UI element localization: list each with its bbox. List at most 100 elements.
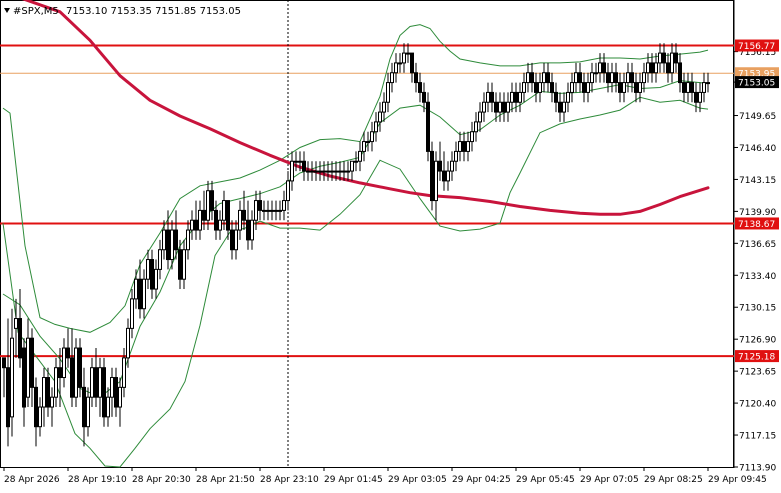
candle xyxy=(102,357,106,427)
candle-body xyxy=(658,52,662,64)
candle xyxy=(286,171,290,211)
candles xyxy=(2,43,710,447)
candle xyxy=(562,92,566,122)
candle xyxy=(550,72,554,103)
candle-body xyxy=(138,278,142,310)
candle xyxy=(670,43,674,83)
candle xyxy=(14,298,18,358)
candle xyxy=(46,367,50,417)
candle xyxy=(682,72,686,103)
candle-body xyxy=(410,52,414,74)
candle-body xyxy=(670,52,674,74)
candle xyxy=(54,357,58,408)
candle xyxy=(522,72,526,103)
candle xyxy=(590,62,594,93)
y-tick-label: 7149.65 xyxy=(739,112,776,122)
candle xyxy=(246,200,250,250)
x-tick-label: 29 Apr 09:45 xyxy=(708,475,767,485)
x-tick-label: 28 Apr 19:10 xyxy=(68,475,127,485)
candle-body xyxy=(570,82,574,93)
y-tick-label: 7117.15 xyxy=(739,432,776,442)
bollinger-upper-line xyxy=(2,24,709,333)
candle-body xyxy=(50,396,54,408)
symbol-label: #SPX,M5 xyxy=(13,6,59,17)
candle-body xyxy=(190,219,194,231)
y-tick-label: 7143.15 xyxy=(739,176,776,186)
candle xyxy=(406,43,410,63)
candle-body xyxy=(362,141,366,152)
candle-body xyxy=(662,52,666,64)
candle-body xyxy=(2,357,6,369)
moving-average-line xyxy=(21,0,710,216)
candle-body xyxy=(422,91,426,103)
candle xyxy=(594,62,598,83)
candle xyxy=(338,161,342,181)
y-tick-label: 7113.90 xyxy=(739,464,776,474)
candle-body xyxy=(514,91,518,103)
candle-body xyxy=(654,62,658,74)
y-tick-label: 7126.90 xyxy=(739,336,776,346)
candle xyxy=(2,357,6,398)
current-price-tag-background xyxy=(735,76,779,89)
candle-body xyxy=(170,229,174,261)
candle xyxy=(110,367,114,417)
candle xyxy=(666,53,670,83)
candle xyxy=(554,82,558,113)
candle xyxy=(606,62,610,93)
level-tag: 7156.77 xyxy=(735,39,779,52)
candle xyxy=(622,72,626,103)
candle-body xyxy=(246,219,250,241)
candle-body xyxy=(26,337,30,398)
candle-body xyxy=(250,219,254,241)
candle xyxy=(394,53,398,83)
candle-body xyxy=(374,121,378,133)
candle xyxy=(470,121,474,152)
candle xyxy=(558,92,562,122)
candle xyxy=(202,190,206,231)
candle xyxy=(574,62,578,93)
x-tick-label: 29 Apr 08:25 xyxy=(644,475,703,485)
ohlc-label: 7153.10 7153.35 7151.85 7153.05 xyxy=(66,6,241,17)
candle-body xyxy=(594,72,598,75)
candle-body xyxy=(482,101,486,113)
candle xyxy=(142,269,146,319)
candle xyxy=(302,151,306,181)
candle-body xyxy=(342,170,346,173)
candle xyxy=(498,92,502,122)
candle-body xyxy=(158,249,162,270)
candle-body xyxy=(606,72,610,84)
candle xyxy=(306,161,310,181)
candle-body xyxy=(474,121,478,133)
candle xyxy=(290,151,294,191)
candle xyxy=(438,141,442,181)
candle xyxy=(150,249,154,299)
candle xyxy=(430,141,434,211)
candle xyxy=(386,72,390,113)
candle xyxy=(694,82,698,113)
candle xyxy=(258,190,262,221)
candle xyxy=(334,161,338,181)
candle xyxy=(634,72,638,103)
candle-body xyxy=(394,62,398,74)
candle xyxy=(378,102,382,132)
candle-body xyxy=(94,367,98,398)
candle xyxy=(602,53,606,83)
candle xyxy=(314,161,318,181)
candle-body xyxy=(154,268,158,290)
candle xyxy=(398,53,402,73)
chart-header-arrow-icon xyxy=(4,8,10,13)
candle-body xyxy=(234,229,238,251)
candle xyxy=(254,190,258,231)
candle xyxy=(30,328,34,408)
candle-body xyxy=(550,82,554,93)
candle xyxy=(86,387,90,437)
candle xyxy=(310,161,314,181)
candle-body xyxy=(34,386,38,428)
candle xyxy=(18,289,22,368)
candle-body xyxy=(62,347,66,379)
candle xyxy=(678,53,682,93)
candle xyxy=(62,338,66,388)
candle xyxy=(326,161,330,181)
